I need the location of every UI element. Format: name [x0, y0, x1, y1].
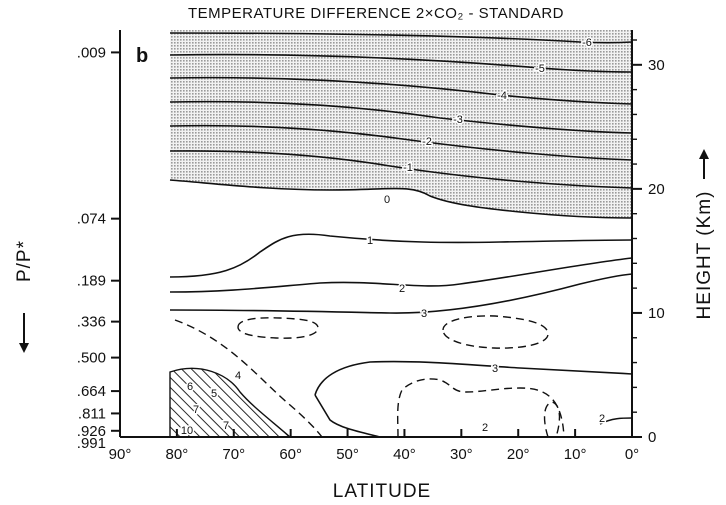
x-tick-label-40: 40° [393, 446, 416, 463]
panel-label: b [136, 45, 148, 67]
label-minus-5: -5 [535, 63, 545, 75]
label-5: 5 [211, 388, 217, 400]
contour-2 [169, 257, 633, 293]
left-tick-label-6: .811 [78, 405, 106, 422]
contour-minus-5 [169, 53, 633, 73]
label-2-dashed: 2 [482, 422, 488, 434]
x-tick-label-70: 70° [222, 446, 245, 463]
left-tick-label-5: .664 [77, 383, 106, 400]
x-tick-label-20: 20° [507, 446, 530, 463]
x-axis-ticks: 90° 80° 70° 60° 50° 40° 30° 20° 10° 0° [109, 429, 639, 463]
contour-2-bottom [599, 417, 633, 425]
x-tick-label-90: 90° [109, 446, 132, 463]
contour-minus-1 [169, 150, 633, 189]
label-minus-3: -3 [453, 114, 463, 126]
right-tick-label-10: 10 [648, 305, 665, 322]
contour-3-lower [314, 360, 633, 396]
dashed-contour-left [174, 319, 323, 438]
y-axis-right-ticks: 0 10 20 30 [632, 39, 665, 446]
y-axis-left-arrowhead [19, 343, 29, 353]
contour-3-upper [169, 273, 633, 314]
label-2-right: 2 [599, 413, 605, 425]
dashed-closed-left [237, 317, 319, 339]
left-tick-label-0: .009 [77, 44, 106, 61]
label-minus-4: -4 [497, 90, 507, 102]
contours-stratosphere [169, 32, 633, 219]
label-4: 4 [235, 370, 241, 382]
y-axis-right-arrowhead [699, 149, 709, 159]
contour-0 [169, 179, 633, 219]
contours-troposphere [169, 233, 633, 438]
x-tick-label-80: 80° [166, 446, 189, 463]
x-tick-label-10: 10° [564, 446, 587, 463]
x-tick-label-60: 60° [279, 446, 302, 463]
contour-labels: -6 -5 -4 -3 -2 -1 0 1 2 3 3 2 2 4 5 6 7 … [179, 36, 606, 439]
contour-minus-3 [169, 100, 633, 134]
dashed-small-loop [543, 401, 561, 438]
contour-minus-2 [169, 124, 633, 161]
left-tick-label-8: .991 [77, 435, 106, 452]
left-tick-label-7: .926 [77, 423, 106, 440]
label-2: 2 [399, 283, 405, 295]
y-axis-right-label: HEIGHT (Km) [694, 149, 715, 319]
dashed-inner-loop [396, 378, 565, 438]
label-7-right: 7 [223, 420, 229, 432]
left-tick-label-3: .336 [77, 314, 106, 331]
label-0: 0 [384, 194, 390, 206]
contour-3-left [314, 394, 381, 438]
y-axis-left-ticks: .009 .074 .189 .336 .500 .664 .811.926.991 [77, 44, 120, 452]
contours-dashed [174, 315, 565, 438]
x-tick-label-50: 50° [336, 446, 359, 463]
left-tick-label-1: .074 [77, 211, 106, 228]
label-1: 1 [367, 235, 373, 247]
label-6: 6 [187, 381, 193, 393]
label-10: 10 [181, 425, 193, 437]
hatched-region [169, 367, 292, 438]
label-minus-2: -2 [422, 136, 432, 148]
left-tick-label-2: .189 [77, 273, 106, 290]
x-tick-label-0: 0° [625, 446, 639, 463]
label-3-lower: 3 [492, 363, 498, 375]
label-3-upper: 3 [421, 308, 427, 320]
left-tick-label-4: .500 [77, 350, 106, 367]
y-axis-left-label: P/P* [14, 240, 35, 353]
plot-frame [119, 30, 633, 438]
right-tick-label-20: 20 [648, 181, 665, 198]
contour-1 [169, 233, 633, 278]
y-axis-right-label-text: HEIGHT (Km) [694, 191, 715, 320]
stippled-region [170, 30, 632, 218]
label-7-left: 7 [193, 404, 199, 416]
dashed-closed-right [442, 315, 549, 349]
right-tick-label-30: 30 [648, 57, 665, 74]
contour-minus-6 [169, 32, 633, 44]
x-axis-label: LATITUDE [333, 481, 431, 502]
contour-minus-4 [169, 76, 633, 105]
chart-title: TEMPERATURE DIFFERENCE 2×CO₂ - STANDARD [188, 5, 564, 22]
label-minus-6: -6 [582, 37, 592, 49]
label-minus-1: -1 [403, 162, 413, 174]
right-tick-label-0: 0 [648, 429, 656, 446]
x-tick-label-30: 30° [450, 446, 473, 463]
y-axis-left-label-text: P/P* [14, 240, 35, 282]
